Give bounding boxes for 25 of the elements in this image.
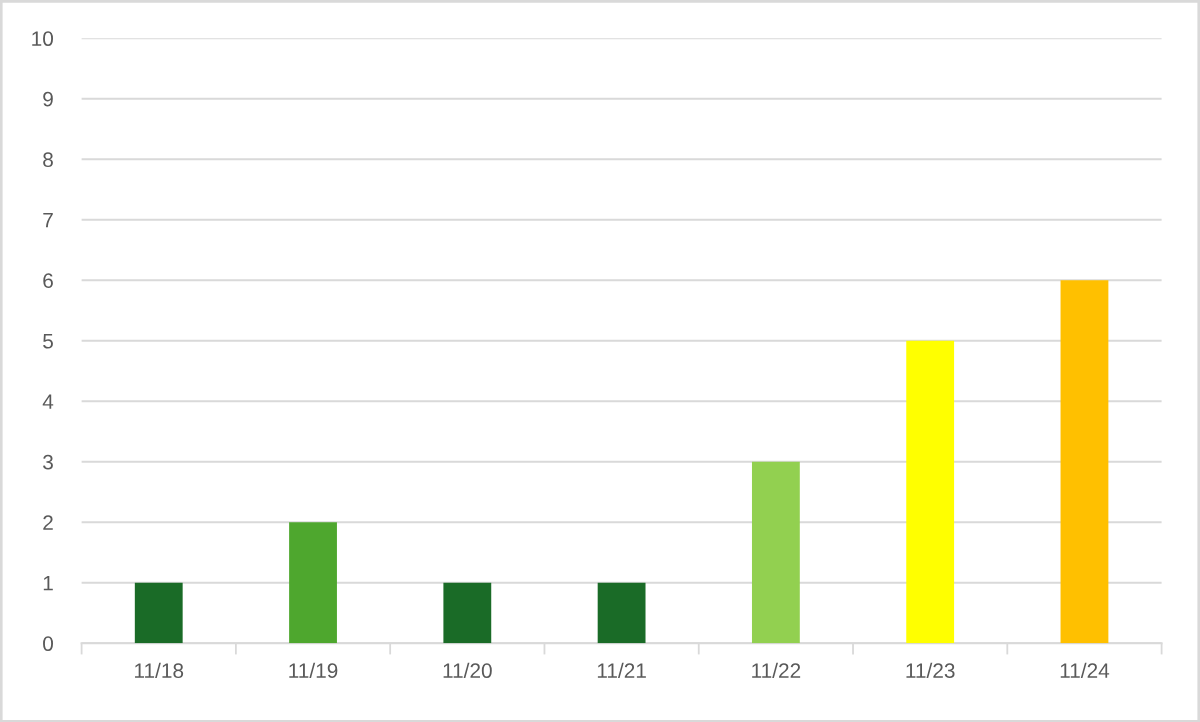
bar — [597, 582, 646, 644]
y-tick-label: 8 — [43, 152, 53, 168]
x-tick-label: 11/19 — [289, 662, 338, 679]
x-tick-label: 11/23 — [906, 662, 955, 679]
y-tick-label: 2 — [43, 515, 53, 530]
y-tick-label: 1 — [43, 576, 53, 591]
bar — [1060, 280, 1109, 644]
y-tick-label: 6 — [43, 273, 53, 289]
bar — [906, 340, 955, 644]
y-tick-label: 3 — [43, 454, 53, 470]
y-tick-label: 5 — [43, 334, 53, 349]
bar — [134, 582, 183, 644]
bar — [751, 461, 800, 644]
y-tick-label: 10 — [32, 31, 54, 47]
bar — [443, 582, 492, 644]
x-tick-label: 11/21 — [597, 662, 646, 679]
y-tick-label: 7 — [43, 212, 53, 228]
x-tick-label: 11/20 — [443, 662, 492, 679]
bar — [289, 522, 337, 644]
y-tick-label: 4 — [42, 394, 54, 409]
y-tick-label: 9 — [43, 91, 53, 107]
x-tick-label: 11/18 — [135, 662, 184, 679]
x-tick-label: 11/24 — [1060, 662, 1110, 679]
y-tick-label: 0 — [43, 636, 54, 652]
x-tick-label: 11/22 — [752, 662, 801, 679]
